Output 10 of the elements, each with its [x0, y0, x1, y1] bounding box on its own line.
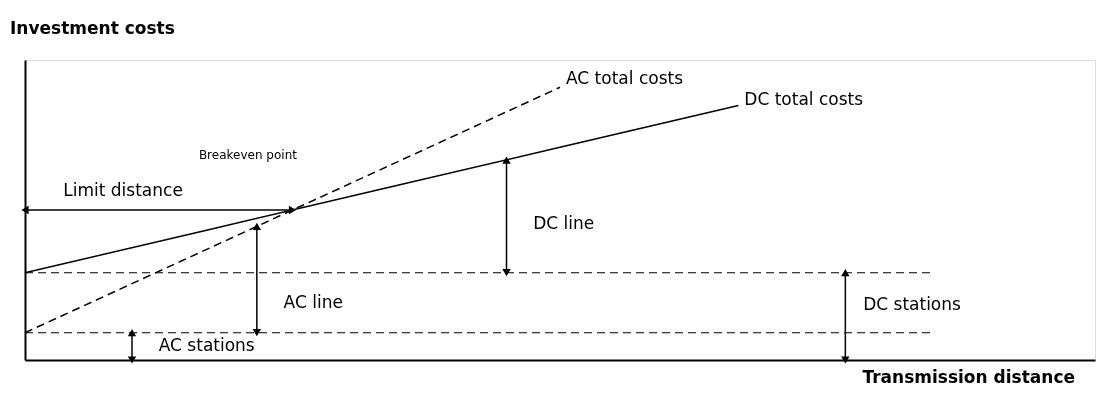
annotation: DC stations	[863, 294, 962, 315]
annotation: AC line	[283, 291, 343, 312]
series-label: DC total costs	[744, 88, 864, 109]
y-axis-title: Investment costs	[10, 18, 175, 38]
annotation: AC stations	[158, 335, 255, 356]
series-label: AC total costs	[566, 68, 684, 89]
x-axis-title: Transmission distance	[862, 367, 1075, 387]
annotation: DC line	[533, 212, 595, 233]
annotation: Limit distance	[63, 179, 183, 200]
annotation: Breakeven point	[198, 148, 298, 163]
